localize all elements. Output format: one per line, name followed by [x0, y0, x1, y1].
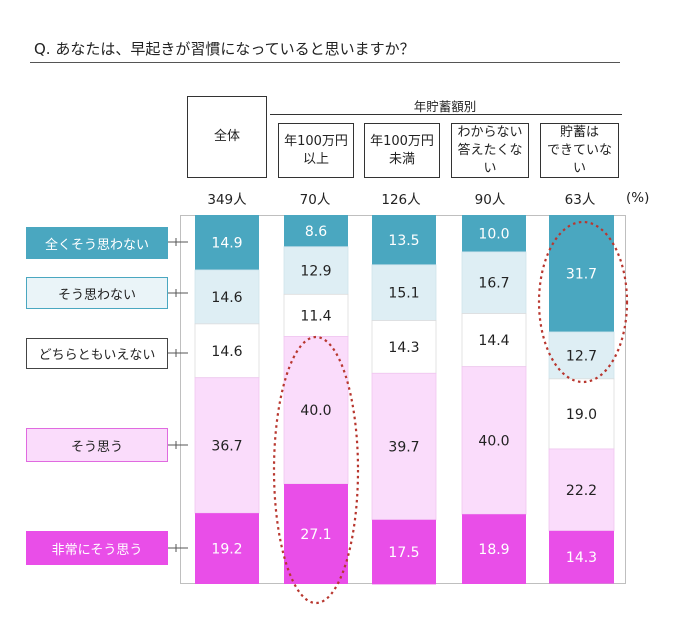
bar-value-label: 14.4: [478, 333, 509, 349]
legend-box-strongly-agree: 非常にそう思う: [26, 531, 168, 565]
bar-value-label: 15.1: [388, 286, 419, 302]
bar-segment: [549, 530, 614, 584]
legend-box-agree: そう思う: [26, 428, 168, 462]
header-under-1m-label: 年100万円 未満: [370, 133, 434, 167]
legend-label-agree: そう思う: [70, 439, 123, 455]
bar-segment: [548, 378, 615, 450]
header-no-savings: 貯蓄は できていない: [540, 123, 619, 178]
bar-value-label: 27.1: [300, 527, 331, 543]
bar-value-label: 13.5: [388, 233, 419, 249]
bar-segment: [461, 313, 527, 368]
group-header: 年貯蓄額別: [413, 99, 477, 114]
bar-segment: [372, 215, 436, 265]
bar-value-label: 36.7: [211, 438, 242, 454]
bar-value-label: 39.7: [388, 440, 419, 456]
bar-value-label: 8.6: [305, 224, 327, 240]
bar-value-label: 10.0: [478, 226, 509, 242]
bar-segment: [461, 251, 527, 314]
bar-value-label: 40.0: [300, 403, 331, 419]
bar-segment: [284, 484, 348, 584]
bar-value-label: 14.3: [566, 550, 597, 566]
n-label-unknown: 90人: [474, 192, 506, 208]
bar-value-label: 19.2: [211, 542, 242, 558]
n-label-over-1m: 70人: [299, 192, 331, 208]
question-text: Q. あなたは、早起きが習慣になっていると思いますか？: [34, 40, 415, 58]
bar-segment: [194, 269, 260, 325]
bar-segment: [194, 323, 260, 379]
highlight-ellipse-over-1m: [272, 335, 360, 605]
bar-segment: [371, 372, 437, 521]
n-label-total: 349人: [207, 192, 247, 208]
bar-segment: [462, 215, 526, 252]
bar-value-label: 40.0: [478, 433, 509, 449]
bar-segment: [371, 264, 437, 321]
header-unknown-label: わからない 答えたくない: [457, 124, 523, 176]
bar-value-label: 14.9: [211, 235, 242, 251]
bar-value-label: 22.2: [566, 483, 597, 499]
highlight-ellipse-no-savings: [537, 220, 629, 384]
bar-value-label: 19.0: [566, 407, 597, 423]
n-label-no-savings: 63人: [564, 192, 596, 208]
header-no-savings-label: 貯蓄は できていない: [546, 124, 612, 176]
legend-label-strongly-agree: 非常にそう思う: [51, 542, 143, 558]
legend-label-strongly-disagree: 全くそう思わない: [44, 237, 149, 253]
bar-value-label: 16.7: [478, 276, 509, 292]
bar-value-label: 18.9: [478, 542, 509, 558]
bar-value-label: 17.5: [388, 545, 419, 561]
bar-segment: [194, 377, 260, 514]
legend-box-disagree: そう思わない: [26, 277, 168, 309]
bar-segment: [371, 320, 437, 374]
bar-segment: [548, 331, 615, 380]
bar-value-label: 12.9: [300, 264, 331, 280]
bar-segment: [283, 293, 349, 337]
bar-value-label: 11.4: [300, 308, 331, 324]
bar-segment: [284, 215, 348, 247]
group-header-rule: [270, 114, 622, 115]
header-over-1m-label: 年100万円 以上: [284, 133, 348, 167]
legend-label-neutral: どちらともいえない: [38, 348, 156, 363]
n-label-under-1m: 126人: [381, 192, 421, 208]
legend-label-disagree: そう思わない: [57, 287, 136, 303]
bar-value-label: 14.6: [211, 344, 242, 360]
bar-segment: [462, 514, 526, 584]
header-unknown: わからない 答えたくない: [451, 123, 529, 178]
legend-box-neutral: どちらともいえない: [26, 338, 168, 369]
bar-segment: [372, 519, 436, 585]
legend-box-strongly-disagree: 全くそう思わない: [26, 227, 168, 259]
header-under-1m: 年100万円 未満: [364, 123, 440, 178]
bar-segment: [195, 215, 259, 270]
bar-value-label: 12.7: [566, 348, 597, 364]
unit-label: (%): [626, 190, 650, 206]
bar-value-label: 14.3: [388, 340, 419, 356]
bar-segment: [283, 336, 349, 485]
bar-value-label: 14.6: [211, 290, 242, 306]
header-total: 全体: [187, 96, 267, 178]
bar-segment: [195, 513, 259, 584]
question-underline: [30, 62, 620, 63]
header-total-label: 全体: [213, 129, 240, 144]
header-over-1m: 年100万円 以上: [278, 123, 354, 178]
bar-value-label: 31.7: [566, 266, 597, 282]
